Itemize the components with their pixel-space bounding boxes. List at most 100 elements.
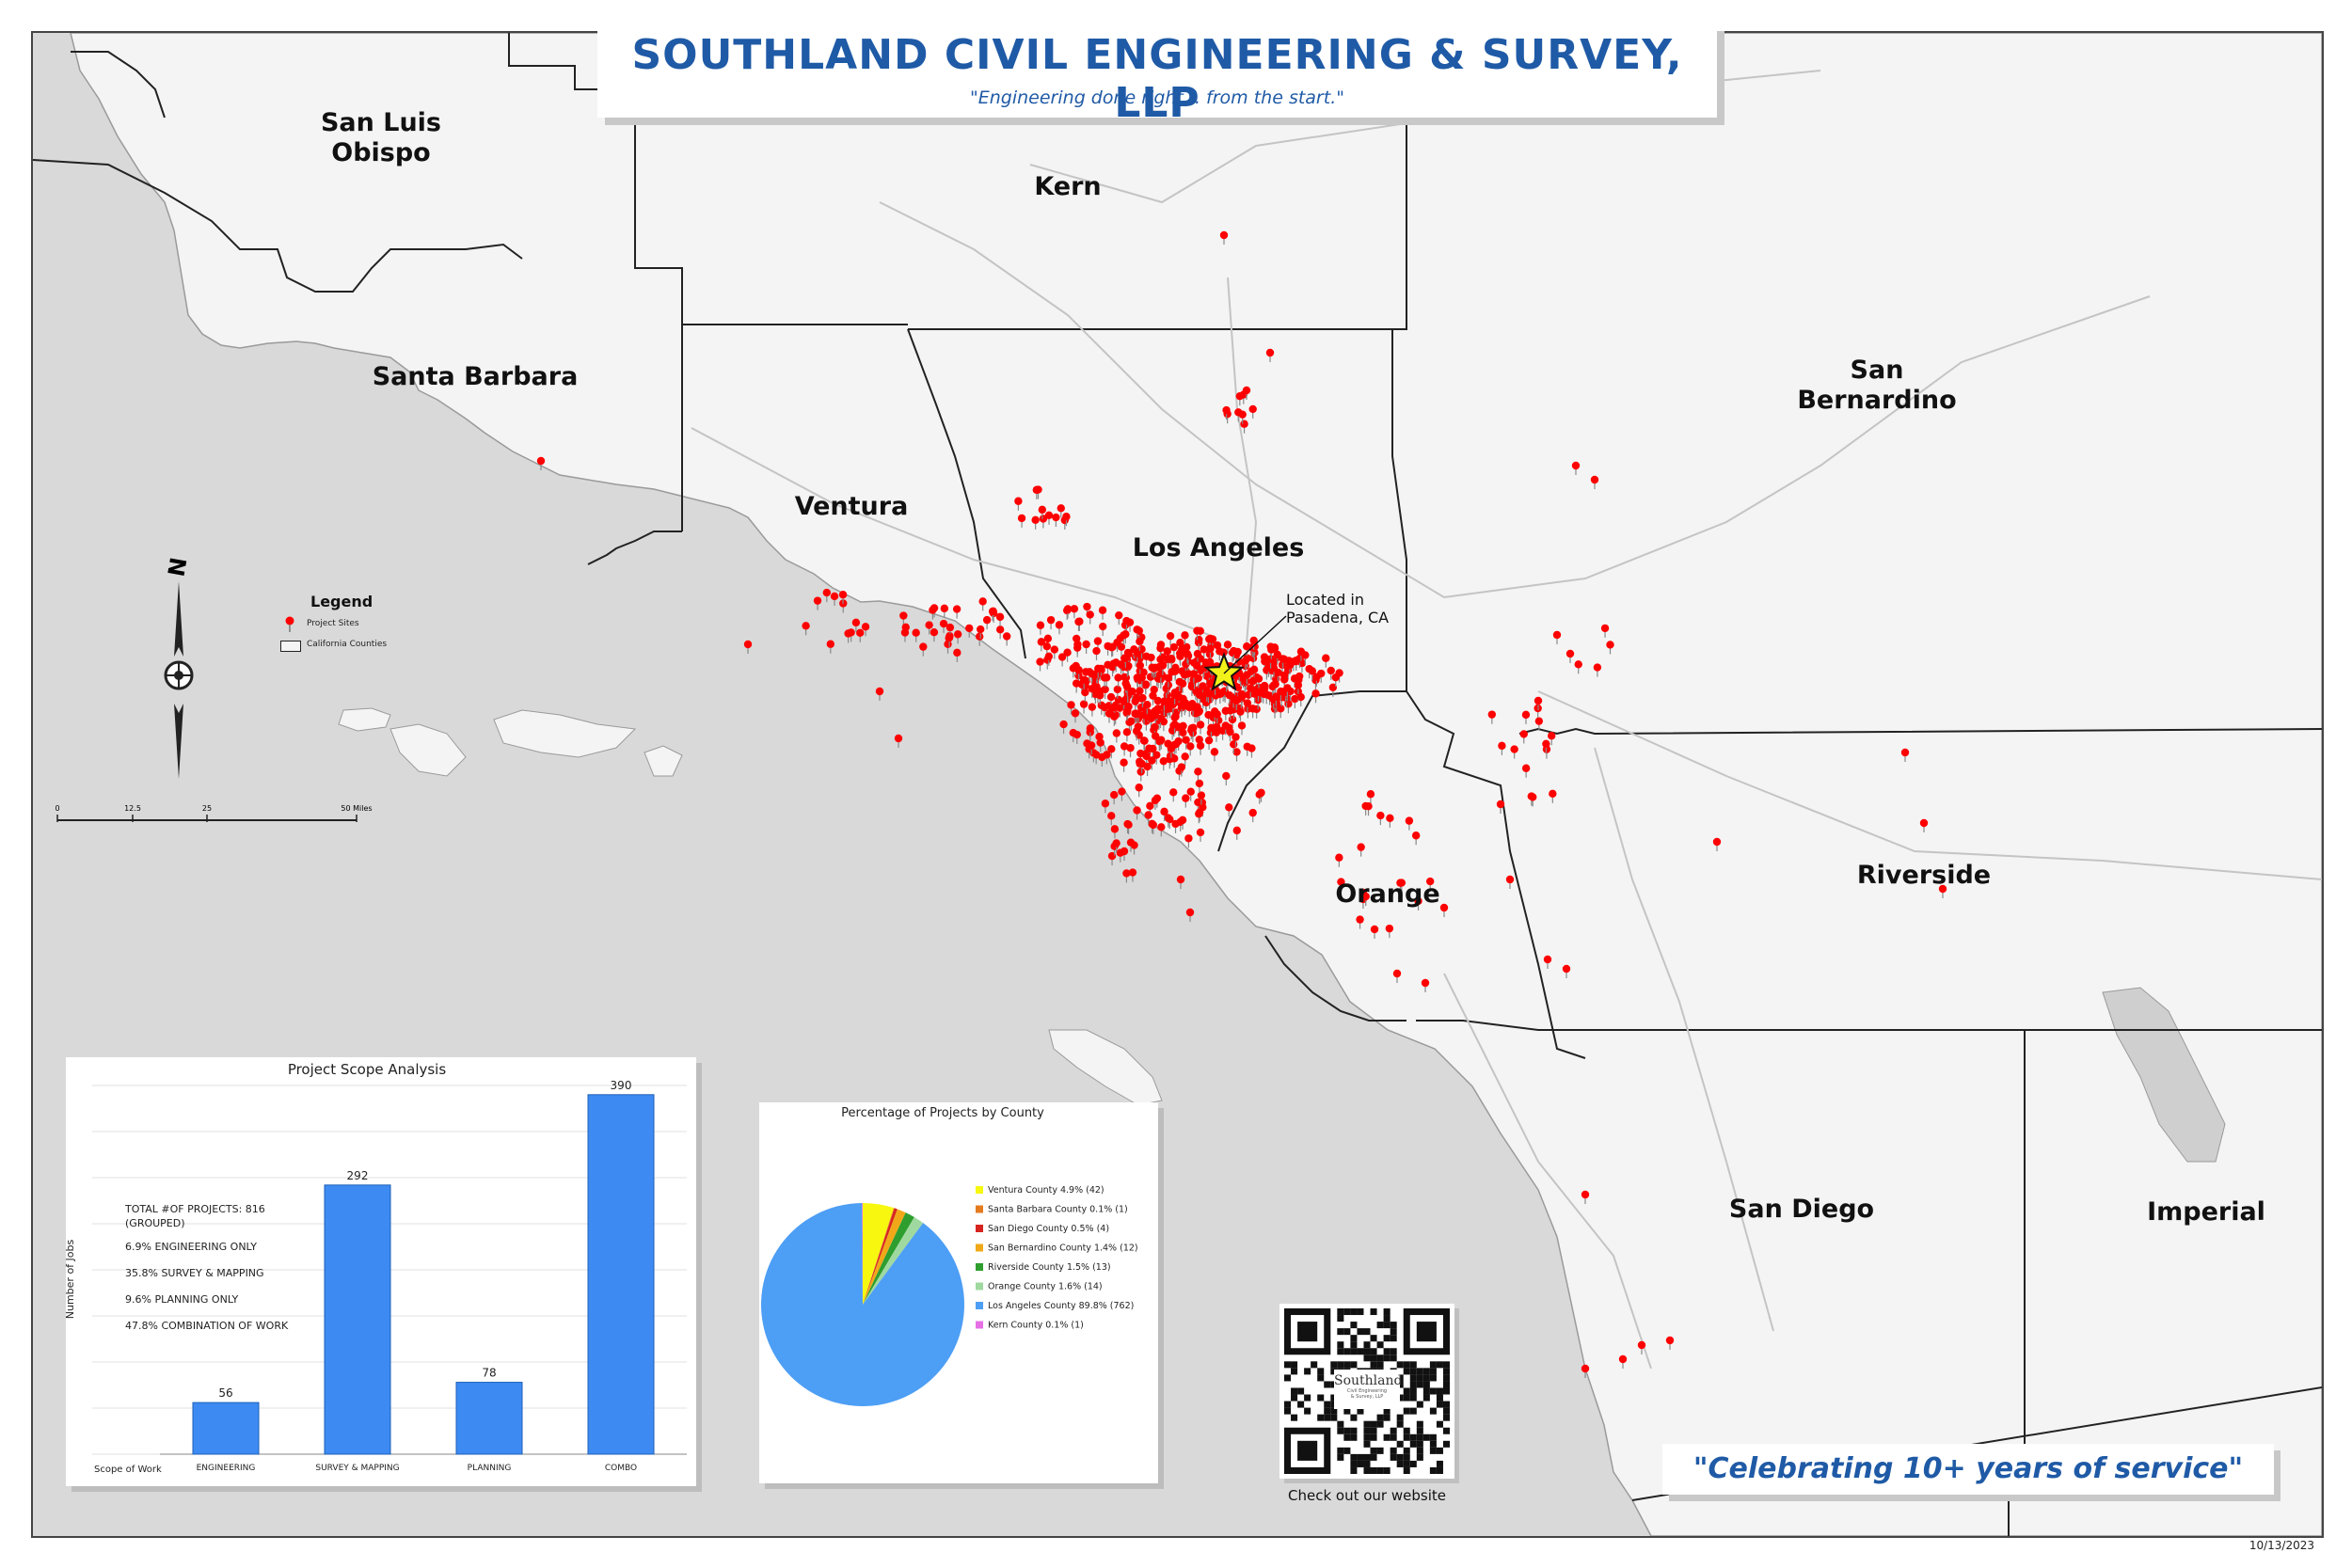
legend-swatch xyxy=(976,1243,983,1252)
project-site-pin xyxy=(1230,646,1238,656)
project-site-pin xyxy=(1225,803,1233,812)
qr-module xyxy=(1317,1374,1325,1382)
qr-module xyxy=(1409,1361,1417,1369)
qr-module xyxy=(1396,1440,1404,1448)
project-site-pin xyxy=(1063,605,1073,613)
project-site-pin xyxy=(1196,828,1205,837)
qr-module xyxy=(1403,1433,1410,1441)
project-site-pin xyxy=(1273,650,1281,659)
project-site-pin xyxy=(1181,752,1189,761)
project-site-pin xyxy=(1357,843,1365,851)
project-site-pin xyxy=(953,648,961,657)
project-site-pin xyxy=(1366,790,1375,799)
legend-swatch xyxy=(976,1205,983,1213)
legend-item: California Counties xyxy=(273,637,423,657)
project-site-pin xyxy=(1519,730,1528,738)
project-site-pin xyxy=(1238,410,1247,419)
slogan-box: "Celebrating 10+ years of service" xyxy=(1662,1444,2274,1495)
project-site-pin xyxy=(1160,697,1168,705)
project-site-pin xyxy=(1071,709,1080,718)
project-site-pin xyxy=(1177,763,1186,771)
qr-module xyxy=(1383,1315,1391,1323)
project-site-pin xyxy=(1529,793,1537,801)
project-site-pin xyxy=(1179,728,1187,736)
project-site-pin xyxy=(1405,816,1414,825)
qr-module xyxy=(1396,1361,1404,1369)
project-site-pin xyxy=(1271,680,1279,689)
pie-slice xyxy=(863,1203,895,1305)
qr-module xyxy=(1396,1453,1404,1461)
project-site-pin xyxy=(1312,673,1321,681)
qr-module xyxy=(1363,1341,1371,1349)
project-site-pin xyxy=(1148,756,1156,765)
project-site-pin xyxy=(1067,701,1075,709)
project-site-pin xyxy=(1223,641,1232,649)
project-site-pin xyxy=(1225,690,1234,700)
legend: Legend Project Sites California Counties xyxy=(273,593,423,657)
project-site-pin xyxy=(1237,721,1247,730)
qr-module xyxy=(1436,1401,1443,1408)
project-site-pin xyxy=(1337,878,1345,886)
qr-module xyxy=(1350,1335,1358,1342)
pie-legend-label: Los Angeles County 89.8% (762) xyxy=(988,1301,1134,1311)
project-site-pin xyxy=(1252,705,1261,714)
project-site-pin xyxy=(1189,723,1198,732)
tagline: "Engineering done right... from the star… xyxy=(970,87,1344,108)
category-label: SURVEY & MAPPING xyxy=(315,1464,399,1473)
project-site-pin xyxy=(1496,800,1505,809)
project-site-pin xyxy=(1188,703,1198,711)
qr-module xyxy=(1436,1361,1443,1369)
qr-module xyxy=(1436,1394,1443,1402)
qr-module xyxy=(1429,1387,1437,1395)
project-site-pin xyxy=(1083,602,1091,611)
project-site-pins xyxy=(536,230,1947,1378)
project-site-pin xyxy=(802,622,810,630)
project-site-pin xyxy=(1327,666,1335,675)
qr-module xyxy=(1376,1420,1384,1428)
qr-module xyxy=(1442,1414,1450,1421)
qr-module xyxy=(1363,1453,1371,1461)
project-site-pin xyxy=(1042,641,1052,651)
project-site-pin xyxy=(1163,705,1171,713)
qr-module xyxy=(1350,1433,1358,1441)
website-qr-code[interactable]: Southland Civil Engineering & Survey, LL… xyxy=(1279,1304,1454,1479)
qr-module xyxy=(1396,1381,1404,1388)
qr-module xyxy=(1370,1335,1377,1342)
qr-module xyxy=(1442,1440,1450,1448)
pie-legend-label: Orange County 1.6% (14) xyxy=(988,1282,1103,1292)
project-site-pin xyxy=(1036,657,1044,666)
project-site-pin xyxy=(939,619,948,628)
project-site-pin xyxy=(1055,621,1064,629)
qr-module xyxy=(1442,1361,1450,1369)
project-site-pin xyxy=(1196,690,1204,700)
county-label-riverside: Riverside xyxy=(1856,861,1992,890)
qr-module xyxy=(1390,1447,1397,1454)
qr-module xyxy=(1330,1368,1338,1375)
qr-module xyxy=(1297,1401,1305,1408)
project-site-pin xyxy=(1149,691,1157,700)
project-site-pin xyxy=(1232,733,1240,741)
county-label-san-luis-obispo: San Luis Obispo xyxy=(320,108,442,167)
project-site-pin xyxy=(1107,745,1116,753)
project-site-pin xyxy=(1093,637,1103,645)
qr-module xyxy=(1403,1387,1410,1395)
project-site-pin xyxy=(1075,617,1084,626)
qr-module xyxy=(1383,1348,1391,1355)
qr-module xyxy=(1291,1361,1298,1369)
qr-module xyxy=(1429,1374,1437,1382)
project-site-pin xyxy=(1206,679,1215,688)
pie-chart-title: Percentage of Projects by County xyxy=(841,1106,1044,1120)
project-site-pin xyxy=(1157,823,1166,832)
project-site-pin xyxy=(995,612,1005,622)
qr-module xyxy=(1442,1387,1450,1395)
project-site-pin xyxy=(1204,689,1213,698)
qr-module xyxy=(1317,1368,1325,1375)
project-site-pin xyxy=(1277,687,1285,696)
qr-module xyxy=(1370,1361,1377,1369)
project-site-pin xyxy=(1113,685,1122,694)
project-site-pin xyxy=(1277,705,1285,713)
project-site-pin xyxy=(1593,663,1602,672)
lake xyxy=(2102,987,2226,1163)
project-site-pin xyxy=(1131,709,1139,718)
qr-module xyxy=(1383,1433,1391,1441)
